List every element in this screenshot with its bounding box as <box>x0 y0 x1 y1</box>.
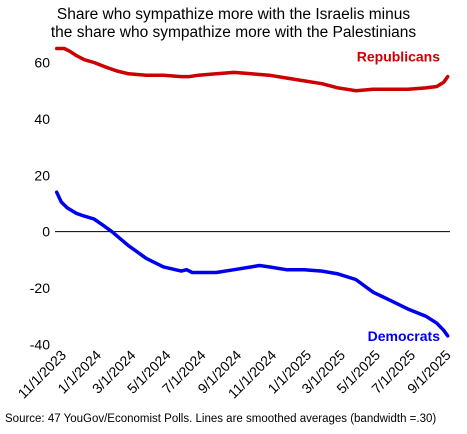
y-tick-label: 40 <box>34 111 50 127</box>
y-tick-label: -40 <box>30 336 50 352</box>
x-axis-ticks: 11/1/20231/1/20243/1/20245/1/20247/1/202… <box>15 347 454 402</box>
y-axis-ticks: -40 -20 0 20 40 60 <box>30 55 50 353</box>
y-tick-label: 0 <box>42 224 50 240</box>
series-line-republicans <box>54 46 450 93</box>
chart-title-line-1: Share who sympathize more with the Israe… <box>56 6 411 23</box>
series-line-democrats <box>54 190 450 338</box>
chart-title-line-2: the share who sympathize more with the P… <box>50 24 417 41</box>
series-lines <box>54 46 450 338</box>
series-label-democrats: Democrats <box>368 328 441 344</box>
y-tick-label: 20 <box>34 167 50 183</box>
source-caption: Source: 47 YouGov/Economist Polls. Lines… <box>5 413 437 425</box>
y-tick-label: 60 <box>34 55 50 71</box>
y-tick-label: -20 <box>30 280 50 296</box>
series-labels: Republicans Democrats <box>357 49 440 344</box>
series-label-republicans: Republicans <box>357 49 440 65</box>
